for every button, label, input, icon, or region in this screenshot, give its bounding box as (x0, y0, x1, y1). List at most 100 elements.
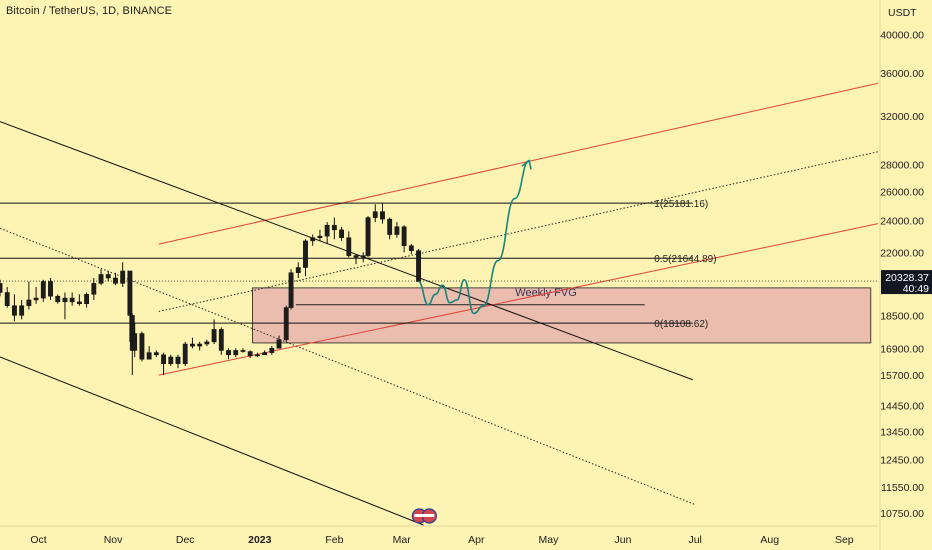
trendline-dotted[interactable] (158, 151, 879, 312)
plot-area[interactable]: Weekly FVG1(25181.16)0.5(21644.89)0(1810… (0, 82, 879, 526)
candle[interactable] (269, 346, 275, 355)
candle[interactable] (55, 294, 61, 304)
candle[interactable] (262, 350, 268, 356)
candle-body (113, 277, 118, 284)
x-tick-label: Jun (615, 534, 632, 546)
candle[interactable] (62, 292, 68, 320)
candle[interactable] (211, 319, 217, 345)
trendline-dotted[interactable] (0, 227, 696, 506)
candle[interactable] (218, 327, 224, 355)
candle[interactable] (346, 231, 352, 258)
candle-body (380, 211, 385, 220)
candle[interactable] (12, 294, 17, 322)
projection-path[interactable] (418, 159, 530, 315)
candle[interactable] (105, 270, 111, 282)
x-tick-label: Apr (468, 534, 485, 546)
fib-level-label: 0.5(21644.89) (654, 254, 716, 265)
y-tick-label: 32000.00 (880, 111, 924, 123)
candle[interactable] (303, 239, 308, 277)
flag-icon[interactable] (411, 508, 437, 524)
candle[interactable] (91, 277, 97, 300)
candle[interactable] (254, 352, 260, 358)
candle[interactable] (226, 348, 231, 360)
candle[interactable] (190, 337, 195, 349)
x-tick-label: Feb (325, 534, 343, 546)
candle[interactable] (76, 294, 82, 306)
candle-body (372, 211, 378, 218)
candle[interactable] (240, 348, 246, 353)
candle[interactable] (339, 226, 344, 241)
candle[interactable] (84, 292, 90, 308)
candle[interactable] (247, 350, 253, 359)
trendline-red[interactable] (158, 82, 879, 245)
candle[interactable] (113, 272, 118, 286)
candle[interactable] (40, 279, 46, 302)
candle[interactable] (408, 244, 414, 254)
candle[interactable] (360, 252, 366, 263)
candle-body (401, 226, 407, 246)
candle[interactable] (197, 341, 203, 351)
candle[interactable] (401, 225, 407, 253)
candle[interactable] (120, 262, 126, 287)
candle-body (288, 272, 294, 308)
candle[interactable] (283, 305, 289, 342)
candle[interactable] (19, 299, 25, 320)
candle[interactable] (26, 281, 32, 310)
candle[interactable] (365, 216, 371, 258)
candle-body (62, 297, 68, 303)
x-tick-label: Oct (30, 534, 46, 546)
candle[interactable] (146, 346, 152, 360)
candle[interactable] (132, 323, 138, 358)
candle[interactable] (139, 331, 145, 362)
candle[interactable] (416, 248, 421, 282)
candle[interactable] (98, 269, 104, 286)
candle[interactable] (153, 350, 159, 358)
trendline-red[interactable] (158, 223, 879, 376)
candle[interactable] (276, 335, 282, 349)
candle[interactable] (182, 341, 188, 366)
candle[interactable] (295, 262, 301, 278)
candle-body (240, 350, 246, 352)
candle[interactable] (161, 352, 166, 376)
x-tick-label: Mar (393, 534, 412, 546)
candle[interactable] (233, 348, 239, 358)
candle-body (269, 348, 275, 353)
currency-label: USDT (888, 7, 917, 19)
candle-body (283, 307, 289, 341)
candle[interactable] (33, 286, 39, 304)
candle-body (84, 294, 90, 304)
candle-body (48, 281, 53, 297)
candle[interactable] (380, 202, 385, 224)
candle[interactable] (310, 234, 316, 246)
candle[interactable] (317, 229, 323, 241)
candle-body (40, 281, 46, 299)
candle[interactable] (175, 354, 181, 369)
candle-body (303, 240, 308, 268)
candle[interactable] (324, 222, 330, 245)
candle[interactable] (168, 354, 174, 366)
candle-body (12, 305, 17, 316)
candle[interactable] (0, 279, 3, 297)
candle[interactable] (69, 292, 75, 306)
candle[interactable] (353, 253, 359, 265)
candle[interactable] (48, 277, 53, 300)
candle[interactable] (331, 217, 337, 240)
candle[interactable] (4, 286, 10, 308)
candle-body (197, 343, 203, 347)
candle[interactable] (372, 204, 378, 223)
candle[interactable] (387, 217, 393, 240)
candle[interactable] (204, 339, 210, 347)
candle-body (394, 226, 400, 235)
candle[interactable] (288, 269, 294, 310)
candle-body (339, 229, 344, 238)
candle-body (346, 237, 352, 256)
trendline-black[interactable] (0, 356, 424, 526)
candle-body (365, 217, 371, 256)
candle-body (55, 295, 61, 303)
candle[interactable] (394, 222, 400, 238)
flag-icon-stripe (414, 514, 435, 517)
candle-body (26, 299, 32, 306)
candle-body (0, 283, 3, 293)
